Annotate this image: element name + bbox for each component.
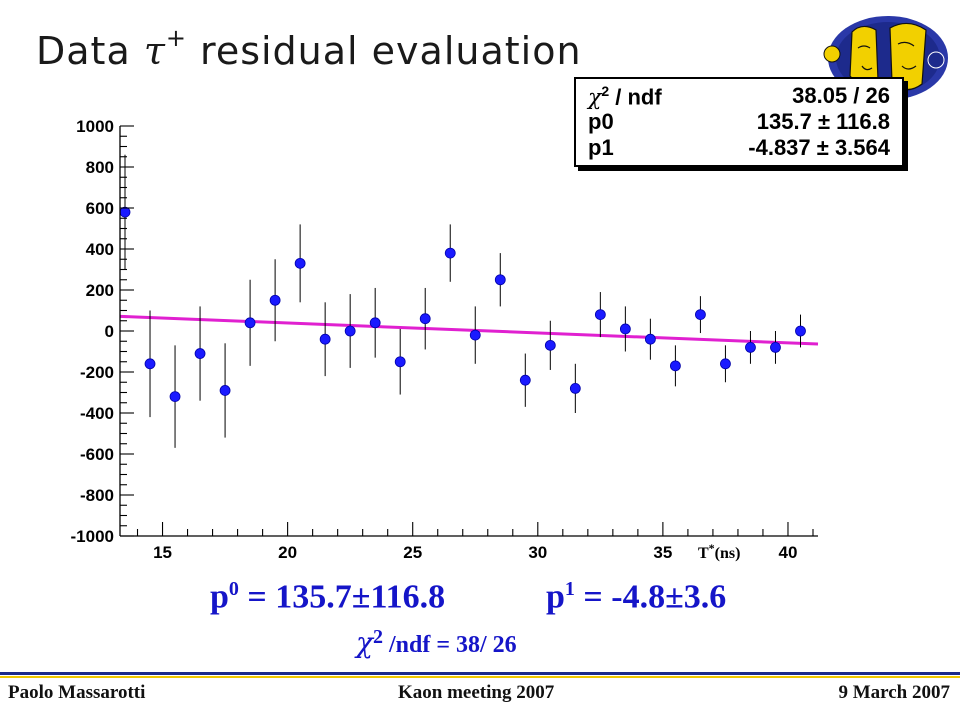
data-point: [494, 274, 506, 286]
stats-row-chi2: χ2 / ndf 38.05 / 26: [586, 83, 890, 111]
stats-p0-label: p0: [588, 109, 614, 134]
y-tick-label: 0: [105, 322, 114, 341]
data-point: [444, 247, 456, 259]
x-tick-label: 30: [528, 543, 547, 562]
y-tick-label: -400: [80, 404, 114, 423]
fit-chi2-text: χ2 /ndf = 38/ 26: [356, 626, 517, 659]
fit-p1-text: p1 = -4.8±3.6: [546, 578, 727, 616]
stats-box: χ2 / ndf 38.05 / 26 p0 135.7 ± 116.8 p1 …: [574, 77, 904, 167]
y-tick-label: -800: [80, 486, 114, 505]
data-point: [720, 358, 731, 370]
footer-date: 9 March 2007: [838, 682, 950, 703]
data-point: [519, 374, 531, 386]
data-point: [795, 325, 806, 337]
data-point: [169, 391, 181, 403]
data-point: [419, 313, 431, 325]
slide-title: Data τ+ residual evaluation: [36, 24, 582, 73]
title-suffix: residual evaluation: [186, 29, 582, 73]
footer-divider-yellow: [0, 676, 960, 678]
data-point: [619, 323, 631, 335]
points-layer: [119, 154, 806, 448]
data-point: [745, 341, 756, 353]
x-axis-title: T*(ns): [698, 541, 740, 562]
y-tick-label: -600: [80, 445, 114, 464]
footer-divider-blue: [0, 672, 960, 675]
data-point: [469, 329, 481, 341]
x-tick-label: 25: [403, 543, 422, 562]
y-tick-label: 800: [86, 158, 114, 177]
stats-p1-value: -4.837 ± 3.564: [748, 135, 890, 160]
data-point: [770, 341, 781, 353]
data-point: [194, 348, 206, 359]
stats-row-p0: p0 135.7 ± 116.8: [586, 109, 890, 135]
data-point: [594, 309, 606, 321]
fit-p0-text: p0 = 135.7±116.8: [210, 578, 446, 616]
data-point: [695, 309, 706, 321]
title-superscript: +: [165, 24, 187, 52]
x-tick-label: 20: [278, 543, 297, 562]
x-tick-label: 15: [153, 543, 172, 562]
data-point: [244, 317, 256, 329]
data-point: [394, 356, 406, 368]
y-tick-label: -200: [80, 363, 114, 382]
x-tick-label: 35: [653, 543, 672, 562]
data-point: [544, 339, 556, 351]
data-point: [269, 294, 281, 306]
axes-layer: -1000 -800 -600 -400 -200 0 200 400 600 800 1000 15…: [71, 117, 818, 562]
data-point: [369, 317, 381, 329]
x-tick-label: 40: [779, 543, 798, 562]
data-point: [219, 385, 231, 396]
data-point: [119, 206, 131, 218]
y-tick-label: 600: [86, 199, 114, 218]
stats-p1-label: p1: [588, 135, 614, 160]
stats-chi2-label: χ2 / ndf: [588, 83, 662, 111]
footer-author: Paolo Massarotti: [8, 682, 146, 703]
title-prefix: Data: [36, 29, 144, 73]
data-point: [344, 325, 356, 337]
stats-p0-value: 135.7 ± 116.8: [756, 109, 890, 134]
data-point: [669, 360, 681, 372]
fit-line: [119, 314, 819, 346]
y-tick-label: -1000: [71, 527, 114, 546]
kloe-logo: [823, 16, 948, 100]
data-point: [294, 257, 306, 269]
y-tick-label: 1000: [76, 117, 114, 136]
data-point: [319, 333, 331, 345]
stats-row-p1: p1 -4.837 ± 3.564: [586, 135, 890, 161]
data-point: [644, 333, 656, 345]
footer-meeting: Kaon meeting 2007: [398, 682, 555, 703]
data-point: [569, 382, 581, 394]
data-point: [144, 358, 156, 370]
y-tick-label: 400: [86, 240, 114, 259]
stats-chi2-value: 38.05 / 26: [792, 83, 890, 108]
y-tick-label: 200: [86, 281, 114, 300]
fit-layer: [119, 314, 819, 346]
tau-symbol: τ: [143, 29, 166, 73]
